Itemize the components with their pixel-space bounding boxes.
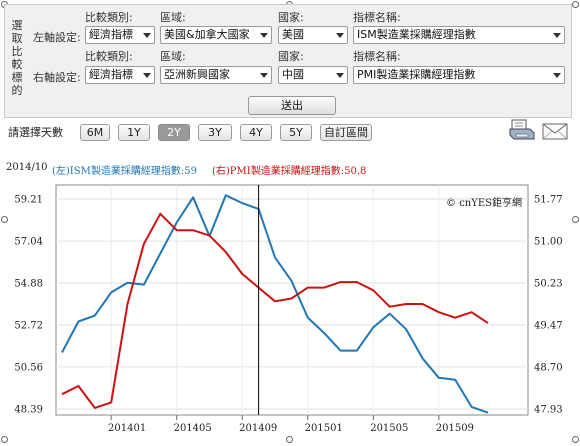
left-indicator-value: ISM製造業採購經理指數 — [357, 28, 476, 41]
right-category-select[interactable]: 經濟指標 — [85, 66, 155, 84]
chevron-down-icon — [260, 33, 268, 38]
watermark: © cnYES鉅亨網 — [446, 196, 522, 209]
legend-left-series: (左)ISM製造業採購經理指數:59 — [52, 166, 197, 177]
right-country-label: 國家: — [278, 50, 304, 63]
left-category-value: 經濟指標 — [89, 28, 133, 41]
range-button-1y[interactable]: 1Y — [118, 124, 150, 141]
series-lines — [61, 194, 489, 414]
chevron-down-icon — [553, 73, 561, 78]
left-category-label: 比較類別: — [85, 11, 133, 24]
right-region-select[interactable]: 亞洲新興國家 — [160, 66, 272, 84]
resize-handle-ml[interactable] — [1, 216, 8, 223]
plot-frame — [55, 184, 529, 416]
legend-date: 2014/10 — [6, 162, 48, 173]
dual-axis-line-chart: 48.39 50.56 52.72 54.88 57.04 59.21 47.93 48.7… — [14, 184, 563, 434]
right-tick-label: 50.23 — [534, 279, 563, 290]
x-tick-label: 201505 — [370, 423, 408, 434]
range-button-3y[interactable]: 3Y — [198, 124, 232, 141]
sidebar-label: 選取比較標的 — [11, 19, 23, 97]
right-category-value: 經濟指標 — [89, 68, 133, 81]
resize-handle-br[interactable] — [572, 436, 579, 443]
x-tick-label: 201501 — [305, 423, 343, 434]
left-region-label: 區域: — [160, 11, 186, 24]
left-axis-label: 左軸設定: — [33, 31, 81, 44]
chevron-down-icon — [336, 33, 344, 38]
left-country-select[interactable]: 美國 — [278, 26, 348, 44]
right-indicator-label: 指標名稱: — [353, 50, 401, 63]
range-button-6m[interactable]: 6M — [80, 124, 110, 141]
left-category-select[interactable]: 經濟指標 — [85, 26, 155, 44]
settings-panel: 選取比較標的 比較類別: 區域: 國家: 指標名稱: 左軸設定: 經濟指標 美國… — [4, 4, 572, 118]
left-tick-label: 59.21 — [14, 195, 43, 206]
left-country-label: 國家: — [278, 11, 304, 24]
chevron-down-icon — [143, 33, 151, 38]
right-tick-label: 47.93 — [534, 405, 563, 416]
range-button-4y[interactable]: 4Y — [240, 124, 272, 141]
left-indicator-label: 指標名稱: — [353, 11, 401, 24]
mail-icon[interactable] — [542, 123, 568, 140]
right-indicator-select[interactable]: PMI製造業採購經理指數 — [353, 66, 565, 84]
left-indicator-select[interactable]: ISM製造業採購經理指數 — [353, 26, 565, 44]
chevron-down-icon — [143, 73, 151, 78]
x-tick-label: 201409 — [239, 423, 277, 434]
right-category-label: 比較類別: — [85, 50, 133, 63]
chevron-down-icon — [336, 73, 344, 78]
resize-handle-mr[interactable] — [572, 216, 579, 223]
chevron-down-icon — [553, 33, 561, 38]
range-button-5y[interactable]: 5Y — [280, 124, 312, 141]
x-axis-ticks: 201401 201405 201409 201501 201505 201509 — [108, 415, 474, 434]
x-tick-label: 201509 — [436, 423, 474, 434]
range-button-2y[interactable]: 2Y — [158, 124, 190, 141]
right-tick-label: 51.00 — [534, 237, 563, 248]
right-region-value: 亞洲新興國家 — [164, 68, 230, 81]
right-country-value: 中國 — [282, 68, 304, 81]
printer-icon[interactable] — [508, 118, 536, 142]
right-tick-label: 51.77 — [534, 195, 563, 206]
range-button-自訂區間[interactable]: 自訂區間 — [320, 124, 372, 141]
left-axis-ticks: 48.39 50.56 52.72 54.88 57.04 59.21 — [14, 195, 43, 416]
left-tick-label: 50.56 — [14, 362, 43, 373]
right-indicator-value: PMI製造業採購經理指數 — [357, 68, 476, 81]
right-tick-label: 48.70 — [534, 362, 563, 373]
right-region-label: 區域: — [160, 50, 186, 63]
resize-handle-bm[interactable] — [286, 436, 293, 443]
right-series-line — [61, 212, 489, 409]
resize-handle-bl[interactable] — [1, 436, 8, 443]
right-country-select[interactable]: 中國 — [278, 66, 348, 84]
left-region-value: 美國&加拿大國家 — [164, 28, 250, 41]
left-country-value: 美國 — [282, 28, 304, 41]
x-tick-label: 201405 — [174, 423, 212, 434]
legend-right-series: (右)PMI製造業採購經理指數:50.8 — [212, 166, 367, 177]
right-axis-ticks: 47.93 48.70 49.47 50.23 51.00 51.77 — [534, 195, 563, 416]
chevron-down-icon — [260, 73, 268, 78]
left-tick-label: 48.39 — [14, 405, 43, 416]
x-tick-label: 201401 — [108, 423, 146, 434]
left-tick-label: 54.88 — [14, 279, 43, 290]
left-tick-label: 52.72 — [14, 320, 43, 331]
right-axis-label: 右軸設定: — [33, 71, 81, 84]
left-region-select[interactable]: 美國&加拿大國家 — [160, 26, 272, 44]
right-tick-label: 49.47 — [534, 320, 563, 331]
submit-button[interactable]: 送出 — [248, 96, 336, 115]
left-tick-label: 57.04 — [14, 237, 43, 248]
resize-handle-tr[interactable] — [572, 1, 579, 8]
range-label: 請選擇天數 — [8, 126, 63, 139]
